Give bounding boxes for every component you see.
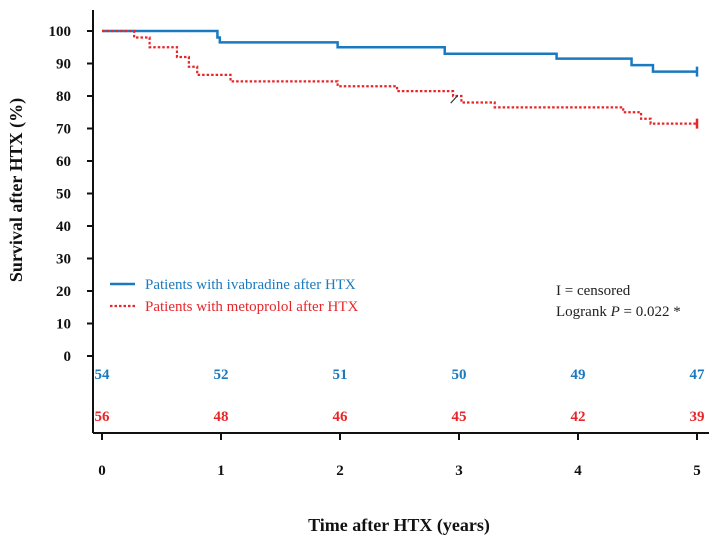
- legend-label: Patients with metoprolol after HTX: [145, 299, 358, 315]
- x-tick-label: 5: [693, 463, 701, 479]
- at-risk-number: 48: [214, 409, 229, 425]
- y-tick-label: 40: [56, 219, 71, 235]
- at-risk-number: 45: [452, 409, 467, 425]
- logrank-note: Logrank P = 0.022 *: [556, 304, 681, 320]
- at-risk-number: 42: [571, 409, 586, 425]
- at-risk-number: 39: [690, 409, 705, 425]
- x-tick-label: 3: [455, 463, 463, 479]
- y-tick-label: 50: [56, 187, 71, 203]
- x-tick-label: 2: [336, 463, 344, 479]
- logrank-prefix: Logrank: [556, 304, 611, 320]
- y-tick-label: 30: [56, 252, 71, 268]
- at-risk-number: 54: [95, 367, 111, 383]
- y-tick-label: 80: [56, 89, 71, 105]
- y-tick-label: 10: [56, 317, 71, 333]
- at-risk-number: 49: [571, 367, 586, 383]
- series-line-ivabradine: [102, 29, 697, 73]
- censored-note: I = censored: [556, 283, 631, 299]
- y-tick-label: 0: [64, 349, 72, 365]
- legend: Patients with ivabradine after HTX Patien…: [110, 277, 358, 315]
- y-axis-title: Survival after HTX (%): [6, 98, 27, 282]
- y-tick-label: 70: [56, 122, 71, 138]
- drop-marker: [450, 94, 459, 104]
- logrank-value: = 0.022 *: [620, 304, 681, 320]
- series-lines: [102, 29, 697, 125]
- x-tick-label: 0: [98, 463, 106, 479]
- x-tick-label: 1: [217, 463, 225, 479]
- axes: [87, 10, 709, 440]
- at-risk-number: 56: [95, 409, 111, 425]
- x-axis-title: Time after HTX (years): [308, 515, 490, 536]
- at-risk-number: 51: [333, 367, 348, 383]
- at-risk-number: 47: [690, 367, 706, 383]
- y-tick-labels: 0 10 20 30 40 50 60 70 80 90 100: [49, 24, 72, 365]
- y-tick-label: 60: [56, 154, 71, 170]
- series-line-metoprolol: [102, 29, 697, 125]
- x-tick-labels: 0 1 2 3 4 5: [98, 463, 701, 479]
- y-tick-label: 100: [49, 24, 72, 40]
- y-tick-label: 90: [56, 57, 71, 73]
- censor-marks: [450, 66, 699, 129]
- at-risk-number: 50: [452, 367, 467, 383]
- x-tick-label: 4: [574, 463, 582, 479]
- at-risk-numbers: 54 52 51 50 49 47 56 48 46 45 42 39: [95, 367, 706, 425]
- y-tick-label: 20: [56, 284, 71, 300]
- at-risk-number: 52: [214, 367, 229, 383]
- legend-label: Patients with ivabradine after HTX: [145, 277, 356, 293]
- at-risk-number: 46: [333, 409, 349, 425]
- logrank-p: P: [610, 304, 620, 320]
